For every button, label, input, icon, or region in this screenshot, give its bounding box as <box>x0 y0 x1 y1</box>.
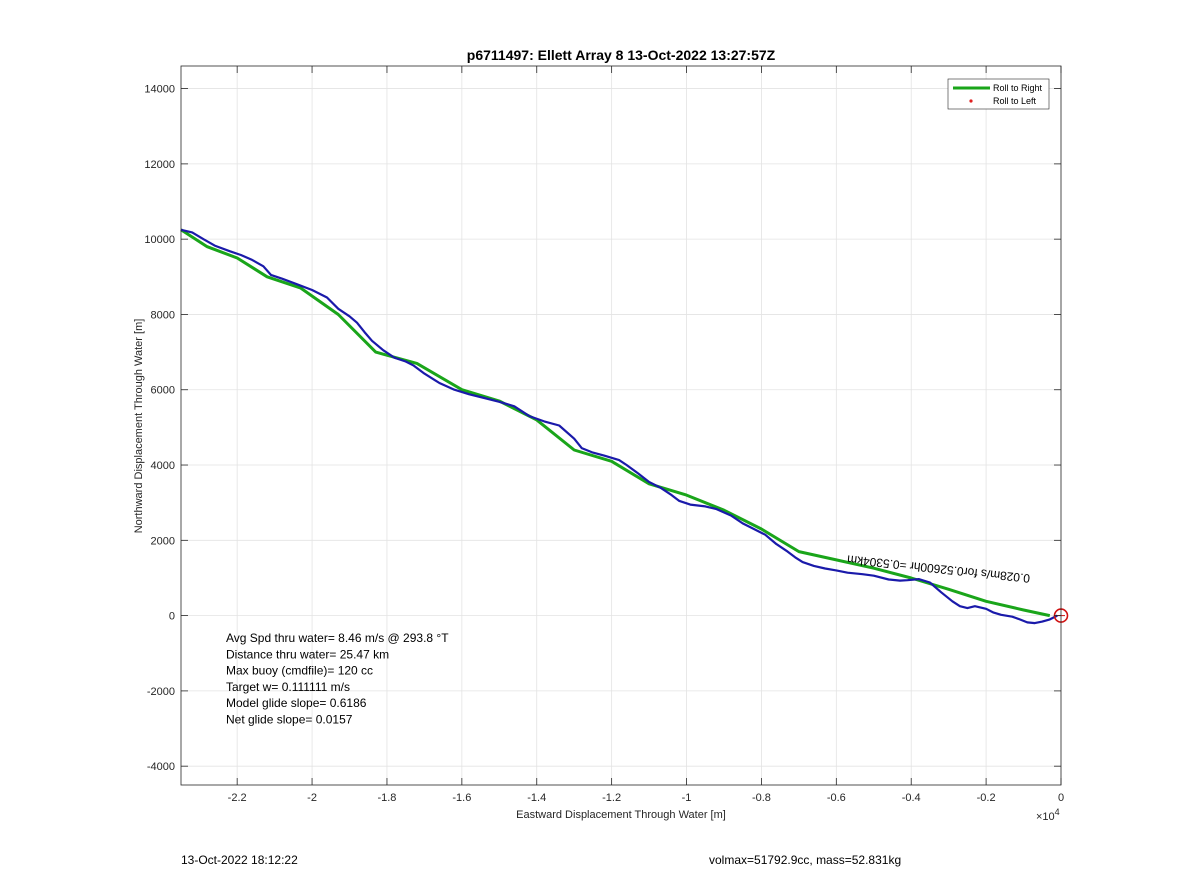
x-tick-label: 0 <box>1058 792 1064 804</box>
grid <box>181 66 1062 785</box>
x-tick-label: -0.4 <box>902 792 921 804</box>
legend-entry-roll-right: Roll to Right <box>993 83 1043 93</box>
x-tick-label: -2.2 <box>228 792 247 804</box>
footer-mass-info: volmax=51792.9cc, mass=52.831kg <box>709 853 902 867</box>
x-tick-label: -2 <box>307 792 317 804</box>
y-tick-labels: -4000 -2000 0 2000 4000 6000 8000 10000 12000 140… <box>144 84 175 774</box>
ticks <box>181 66 1062 785</box>
x-tick-label: -1.8 <box>377 792 396 804</box>
y-tick-label: 14000 <box>144 84 175 96</box>
x-tick-labels: -2.2 -2 -1.8 -1.6 -1.4 -1.2 -1 -0.8 -0.6 -0.4 -0.2… <box>228 792 1064 804</box>
series-roll-to-right-line <box>180 228 1051 618</box>
y-tick-label: -4000 <box>147 761 175 773</box>
y-axis-label: Northward Displacement Through Water [m] <box>133 319 145 534</box>
y-tick-label: 6000 <box>151 385 175 397</box>
stats-block: Avg Spd thru water= 8.46 m/s @ 293.8 °T D… <box>226 631 449 727</box>
stats-line: Model glide slope= 0.6186 <box>226 696 367 710</box>
x-tick-label: -1.6 <box>452 792 471 804</box>
y-tick-label: 10000 <box>144 234 175 246</box>
stats-line: Avg Spd thru water= 8.46 m/s @ 293.8 °T <box>226 631 449 645</box>
series-track-line <box>180 228 1058 625</box>
x-tick-label: -0.2 <box>977 792 996 804</box>
legend-entry-roll-left: Roll to Left <box>993 96 1037 106</box>
legend-box <box>947 78 1050 110</box>
stats-line: Max buoy (cmdfile)= 120 cc <box>226 664 373 678</box>
y-tick-label: -2000 <box>147 686 175 698</box>
stats-line: Net glide slope= 0.0157 <box>226 713 353 727</box>
x-exponent-label: ×104 <box>1036 807 1060 823</box>
x-tick-label: -1 <box>682 792 692 804</box>
y-tick-label: 0 <box>169 611 175 623</box>
x-tick-label: -0.6 <box>827 792 846 804</box>
x-tick-label: -1.2 <box>602 792 621 804</box>
x-axis-label: Eastward Displacement Through Water [m] <box>516 809 726 821</box>
plot-frame <box>180 65 1062 786</box>
y-tick-label: 8000 <box>151 309 175 321</box>
x-exponent-base: ×10 <box>1036 811 1055 823</box>
x-tick-label: -1.4 <box>527 792 546 804</box>
stats-line: Distance thru water= 25.47 km <box>226 647 389 661</box>
y-tick-label: 4000 <box>151 460 175 472</box>
legend: Roll to Right Roll to Left <box>947 78 1050 110</box>
footer-timestamp: 13-Oct-2022 18:12:22 <box>181 853 298 867</box>
legend-swatch-roll-left <box>969 99 973 103</box>
x-tick-label: -0.8 <box>752 792 771 804</box>
y-tick-label: 12000 <box>144 159 175 171</box>
plot-area <box>181 66 1061 785</box>
x-exponent-power: 4 <box>1055 807 1060 817</box>
y-tick-label: 2000 <box>151 535 175 547</box>
chart-title: p6711497: Ellett Array 8 13-Oct-2022 13:… <box>467 47 776 63</box>
stats-line: Target w= 0.111111 m/s <box>226 680 350 694</box>
